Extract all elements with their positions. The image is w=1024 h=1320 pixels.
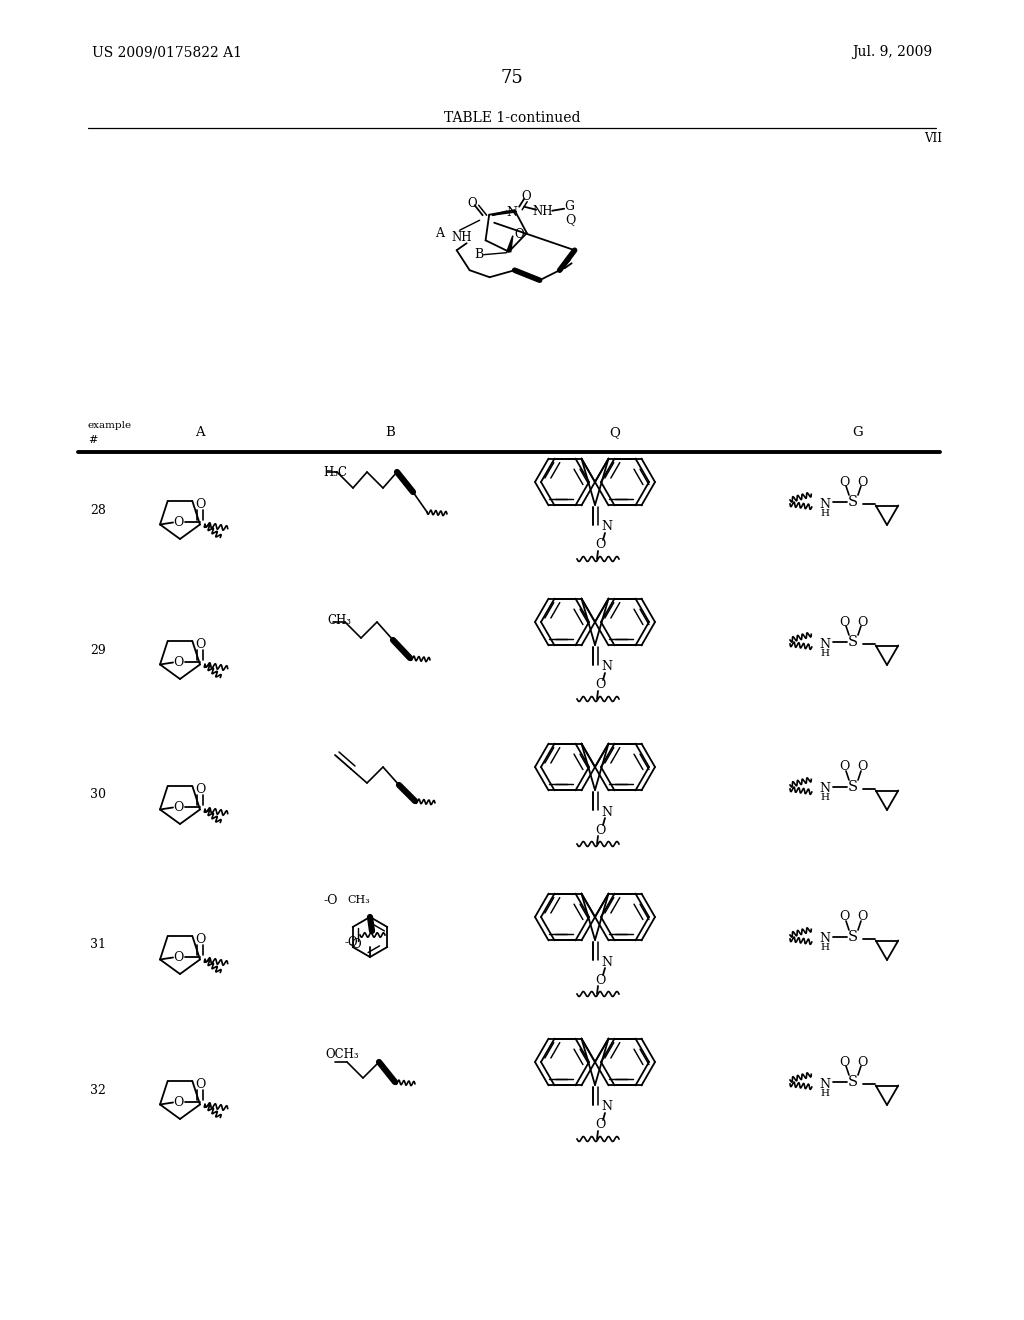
Text: G: G xyxy=(853,426,863,440)
Text: O: O xyxy=(857,475,867,488)
Text: O: O xyxy=(195,498,205,511)
Text: N: N xyxy=(601,956,612,969)
Text: OCH₃: OCH₃ xyxy=(325,1048,358,1061)
Text: -O: -O xyxy=(323,894,338,907)
Text: S: S xyxy=(848,635,858,649)
Text: N: N xyxy=(601,520,612,533)
Text: 30: 30 xyxy=(90,788,106,801)
Text: CH₃: CH₃ xyxy=(347,895,370,906)
Text: O: O xyxy=(595,824,605,837)
Text: TABLE 1-continued: TABLE 1-continued xyxy=(443,111,581,125)
Text: 31: 31 xyxy=(90,939,106,952)
Text: A: A xyxy=(435,227,444,240)
Text: N: N xyxy=(601,805,612,818)
Text: N: N xyxy=(819,932,830,945)
Text: US 2009/0175822 A1: US 2009/0175822 A1 xyxy=(92,45,242,59)
Text: O: O xyxy=(173,656,183,669)
Text: O: O xyxy=(195,1078,205,1092)
Text: 28: 28 xyxy=(90,503,105,516)
Text: H₃C: H₃C xyxy=(323,466,347,479)
Text: O: O xyxy=(468,197,477,210)
Text: O: O xyxy=(595,678,605,692)
Text: O: O xyxy=(839,911,849,924)
Text: O: O xyxy=(173,1096,183,1109)
Text: O: O xyxy=(839,615,849,628)
Text: O: O xyxy=(595,539,605,552)
Text: O: O xyxy=(857,615,867,628)
Text: O: O xyxy=(521,190,531,203)
Text: H: H xyxy=(820,944,829,953)
Text: N: N xyxy=(601,1101,612,1114)
Text: O: O xyxy=(857,911,867,924)
Text: S: S xyxy=(848,495,858,510)
Text: O: O xyxy=(839,1056,849,1068)
Text: N: N xyxy=(819,638,830,651)
Text: O: O xyxy=(857,1056,867,1068)
Text: O: O xyxy=(595,1118,605,1131)
Text: H: H xyxy=(820,648,829,657)
Text: O: O xyxy=(195,783,205,796)
Text: VII: VII xyxy=(924,132,942,144)
Polygon shape xyxy=(507,236,513,252)
Text: A: A xyxy=(196,426,205,440)
Text: B: B xyxy=(385,426,395,440)
Text: 32: 32 xyxy=(90,1084,105,1097)
Text: #: # xyxy=(88,436,97,445)
Text: O: O xyxy=(514,228,523,242)
Text: G: G xyxy=(564,201,574,214)
Text: B: B xyxy=(474,248,483,261)
Text: H: H xyxy=(820,508,829,517)
Text: O: O xyxy=(195,638,205,651)
Text: Q: Q xyxy=(609,426,621,440)
Text: NH: NH xyxy=(531,205,552,218)
Text: CH₃: CH₃ xyxy=(327,614,351,627)
Text: S: S xyxy=(848,780,858,795)
Text: S: S xyxy=(848,931,858,944)
Text: H: H xyxy=(820,1089,829,1097)
Text: 75: 75 xyxy=(501,69,523,87)
Text: N: N xyxy=(819,783,830,796)
Text: O: O xyxy=(195,933,205,946)
Text: O: O xyxy=(857,760,867,774)
Text: O: O xyxy=(595,974,605,986)
Text: -O: -O xyxy=(344,936,358,949)
Text: O: O xyxy=(839,760,849,774)
Text: 29: 29 xyxy=(90,644,105,656)
Text: Jul. 9, 2009: Jul. 9, 2009 xyxy=(852,45,932,59)
Text: N: N xyxy=(601,660,612,673)
Text: example: example xyxy=(88,421,132,430)
Text: O: O xyxy=(173,516,183,529)
Text: O: O xyxy=(173,801,183,814)
Text: NH: NH xyxy=(452,231,472,244)
Text: O: O xyxy=(173,950,183,964)
Text: -O: -O xyxy=(348,937,361,950)
Text: N: N xyxy=(506,206,517,219)
Text: O: O xyxy=(839,475,849,488)
Text: S: S xyxy=(848,1074,858,1089)
Text: Q: Q xyxy=(565,214,575,227)
Text: N: N xyxy=(819,498,830,511)
Text: H: H xyxy=(820,793,829,803)
Text: N: N xyxy=(819,1077,830,1090)
